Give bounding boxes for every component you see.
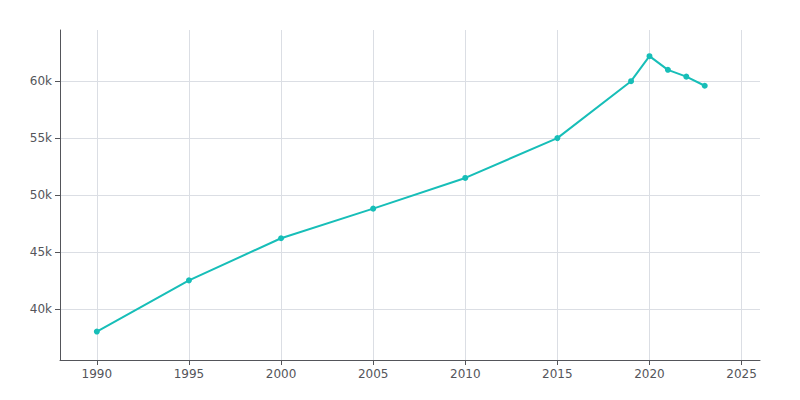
svg-text:60k: 60k: [30, 74, 52, 88]
svg-text:2005: 2005: [358, 367, 389, 381]
svg-text:2000: 2000: [266, 367, 297, 381]
svg-text:1995: 1995: [174, 367, 205, 381]
svg-text:45k: 45k: [30, 245, 52, 259]
svg-text:40k: 40k: [30, 302, 52, 316]
svg-text:1990: 1990: [82, 367, 113, 381]
svg-text:55k: 55k: [30, 131, 52, 145]
svg-text:2020: 2020: [634, 367, 665, 381]
svg-text:2010: 2010: [450, 367, 481, 381]
svg-text:2025: 2025: [726, 367, 757, 381]
svg-text:50k: 50k: [30, 188, 52, 202]
svg-text:2015: 2015: [542, 367, 573, 381]
